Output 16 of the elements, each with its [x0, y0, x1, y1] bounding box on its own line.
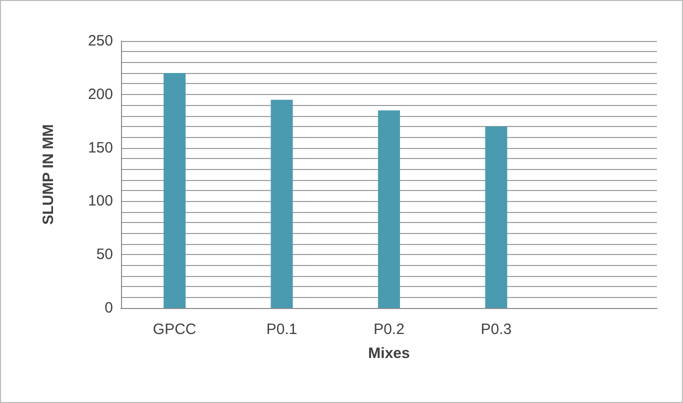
- y-tick-label: 50: [96, 246, 113, 264]
- y-tick-label: 100: [88, 192, 113, 210]
- x-tick-label: GPCC: [152, 321, 196, 338]
- y-axis-title: SLUMP IN MM: [40, 124, 57, 225]
- bar: [378, 110, 400, 308]
- y-tick-label: 150: [88, 139, 113, 156]
- y-tick-label: 0: [104, 300, 113, 316]
- x-tick-label: P0.2: [374, 321, 404, 338]
- y-tick-label: 200: [88, 86, 113, 103]
- bar: [485, 126, 508, 308]
- bar: [270, 100, 293, 308]
- x-axis-title: Mixes: [368, 345, 410, 362]
- x-tick-label: P0.1: [266, 321, 298, 338]
- y-tick-label: 250: [88, 32, 113, 50]
- x-tick-label: P0.3: [480, 321, 512, 338]
- bar: [164, 73, 186, 308]
